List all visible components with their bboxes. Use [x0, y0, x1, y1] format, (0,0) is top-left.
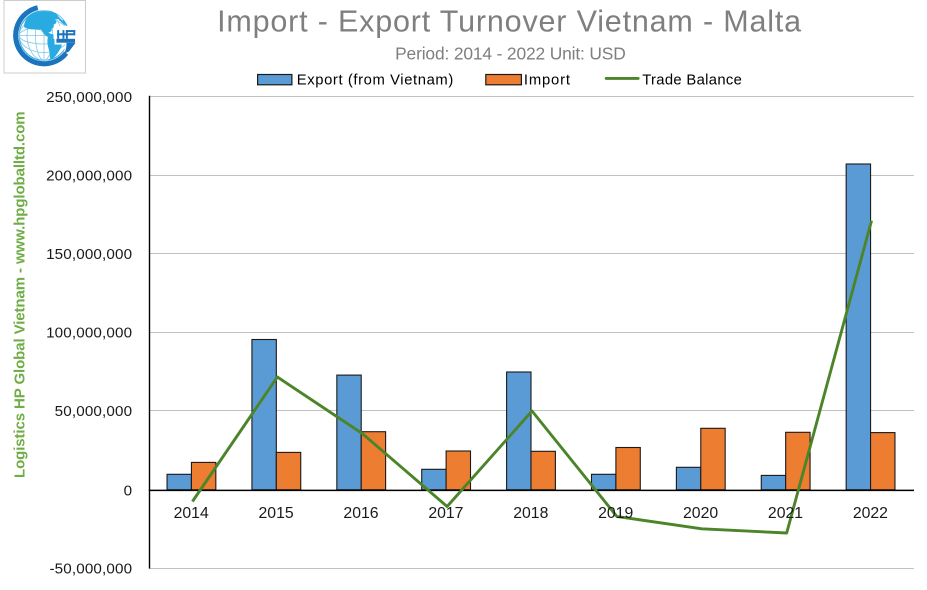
svg-text:-50,000,000: -50,000,000	[49, 560, 132, 577]
svg-text:2016: 2016	[343, 505, 378, 522]
svg-text:Export (from Vietnam): Export (from Vietnam)	[297, 73, 454, 89]
svg-text:Trade Balance: Trade Balance	[642, 73, 742, 89]
svg-text:100,000,000: 100,000,000	[46, 325, 132, 342]
svg-text:2022: 2022	[853, 505, 888, 522]
svg-text:2015: 2015	[259, 505, 294, 522]
svg-text:Import - Export Turnover Vietn: Import - Export Turnover Vietnam - Malta	[217, 5, 802, 39]
svg-text:2014: 2014	[174, 505, 209, 522]
svg-text:2017: 2017	[428, 505, 463, 522]
svg-text:Logistics HP Global Vietnam -: Logistics HP Global Vietnam - www.hpglob…	[12, 111, 29, 478]
svg-text:2021: 2021	[768, 505, 803, 522]
svg-text:2019: 2019	[598, 505, 633, 522]
svg-text:200,000,000: 200,000,000	[46, 168, 132, 185]
svg-text:2018: 2018	[513, 505, 548, 522]
svg-text:0: 0	[124, 483, 133, 500]
svg-text:250,000,000: 250,000,000	[46, 89, 132, 106]
svg-text:150,000,000: 150,000,000	[46, 246, 132, 263]
svg-text:2020: 2020	[683, 505, 718, 522]
svg-text:Period: 2014 - 2022 Unit: USD: Period: 2014 - 2022 Unit: USD	[395, 44, 626, 64]
svg-text:Import: Import	[524, 73, 571, 89]
svg-text:50,000,000: 50,000,000	[55, 403, 133, 420]
